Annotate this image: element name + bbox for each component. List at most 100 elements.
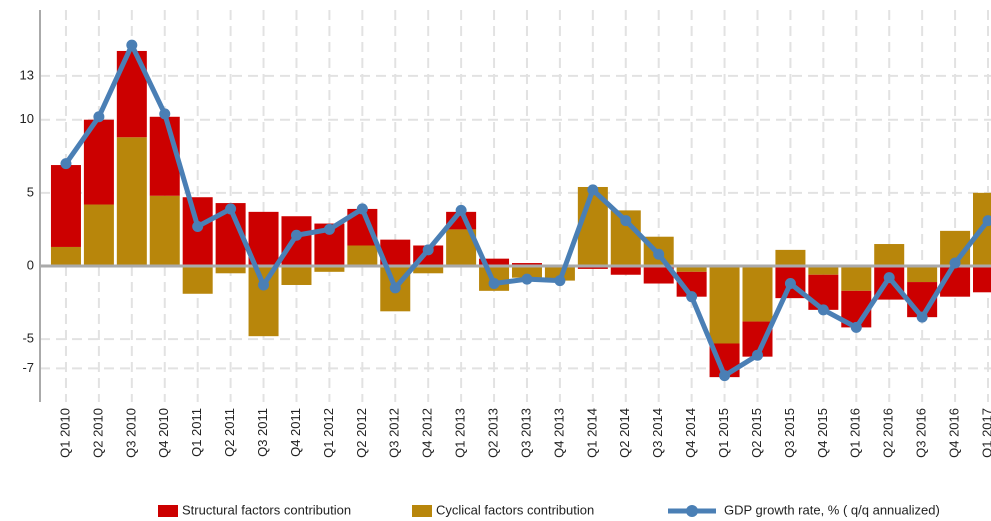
bar — [314, 265, 345, 272]
x-tick-label: Q3 2011 — [255, 408, 270, 457]
x-tick-label: Q1 2011 — [189, 408, 204, 457]
legend: Structural factors contribution Cyclical … — [158, 502, 940, 517]
y-tick-label: 10 — [20, 111, 34, 126]
bar — [907, 265, 938, 283]
line-point — [488, 278, 500, 290]
line-point — [653, 248, 665, 260]
legend-swatch — [686, 505, 698, 517]
y-tick-label: -5 — [22, 331, 34, 346]
bar — [973, 265, 991, 293]
line-point — [389, 282, 401, 294]
x-tick-label: Q4 2010 — [156, 408, 171, 458]
bar — [874, 244, 905, 266]
line-point — [258, 279, 270, 291]
bar — [83, 204, 114, 266]
bar — [742, 265, 773, 322]
x-tick-label: Q1 2010 — [57, 408, 72, 458]
x-tick-label: Q2 2010 — [90, 408, 105, 458]
bar — [808, 265, 839, 275]
line-point — [192, 220, 204, 232]
line-point — [620, 215, 632, 227]
bar — [50, 246, 81, 266]
x-tick-label: Q1 2013 — [453, 408, 468, 458]
line-point — [751, 349, 763, 361]
x-tick-label: Q2 2012 — [354, 408, 369, 458]
legend-swatch — [412, 505, 432, 517]
bar — [281, 216, 312, 266]
plot — [40, 39, 991, 382]
line-point — [719, 370, 731, 382]
line-point — [850, 321, 862, 333]
line-point — [554, 275, 566, 287]
line-point — [521, 273, 533, 285]
legend-label: GDP growth rate, % ( q/q annualized) — [724, 502, 940, 517]
y-tick-label: 0 — [27, 257, 34, 272]
line-point — [225, 203, 237, 215]
line-point — [159, 108, 171, 120]
x-tick-label: Q1 2015 — [716, 408, 731, 458]
line-point — [93, 111, 105, 123]
bar — [841, 265, 872, 291]
legend-label: Cyclical factors contribution — [436, 502, 594, 517]
x-tick-label: Q2 2016 — [881, 408, 896, 458]
bar — [413, 265, 444, 274]
bar — [347, 245, 378, 266]
x-tick-label: Q1 2016 — [848, 408, 863, 458]
x-tick-label: Q2 2013 — [485, 408, 500, 458]
line-point — [587, 184, 599, 196]
grid — [39, 10, 991, 402]
line-point — [455, 204, 467, 216]
x-tick-label: Q3 2016 — [914, 408, 929, 458]
bar — [182, 265, 213, 294]
x-tick-label: Q2 2015 — [749, 408, 764, 458]
y-tick-label: 13 — [20, 67, 34, 82]
line-point — [916, 311, 928, 323]
x-tick-label: Q4 2011 — [288, 408, 303, 457]
x-tick-label: Q1 2012 — [321, 408, 336, 458]
line-point — [982, 215, 991, 227]
bar — [643, 265, 674, 284]
line-point — [422, 244, 434, 256]
y-tick-label: -7 — [22, 360, 34, 375]
line-point — [686, 291, 698, 303]
line-point — [883, 272, 895, 284]
line-point — [60, 158, 72, 170]
line-point — [817, 304, 829, 316]
x-tick-label: Q2 2014 — [617, 408, 632, 458]
x-tick-label: Q4 2015 — [815, 408, 830, 458]
labels: Q1 2010 Q2 2010 Q3 2010 Q4 2010 Q1 2011 Q2 20… — [20, 67, 991, 458]
x-tick-label: Q3 2012 — [387, 408, 402, 458]
line-point — [784, 278, 796, 290]
x-tick-label: Q1 2014 — [584, 408, 599, 458]
x-tick-label: Q3 2010 — [123, 408, 138, 458]
bar — [709, 265, 740, 344]
x-tick-label: Q3 2015 — [782, 408, 797, 458]
bar — [50, 165, 81, 247]
bar — [511, 265, 542, 278]
bar — [215, 265, 246, 274]
line-point — [323, 223, 335, 235]
x-tick-label: Q4 2013 — [551, 408, 566, 458]
line-point — [949, 257, 961, 269]
line-point — [290, 229, 302, 241]
x-tick-label: Q2 2011 — [222, 408, 237, 457]
x-tick-label: Q4 2014 — [683, 408, 698, 458]
bar — [116, 137, 147, 266]
bar — [479, 258, 510, 266]
line-point — [356, 203, 368, 215]
bar — [281, 265, 312, 285]
bar — [775, 249, 806, 266]
bar — [149, 195, 180, 266]
x-tick-label: Q3 2013 — [518, 408, 533, 458]
bar — [610, 265, 641, 275]
bar — [676, 265, 707, 272]
line-point — [126, 39, 138, 51]
x-tick-label: Q4 2016 — [947, 408, 962, 458]
x-tick-label: Q1 2017 — [979, 408, 991, 458]
y-tick-label: 5 — [27, 184, 34, 199]
x-tick-label: Q3 2014 — [650, 408, 665, 458]
legend-swatch — [158, 505, 178, 517]
legend-label: Structural factors contribution — [182, 502, 351, 517]
x-tick-label: Q4 2012 — [420, 408, 435, 458]
